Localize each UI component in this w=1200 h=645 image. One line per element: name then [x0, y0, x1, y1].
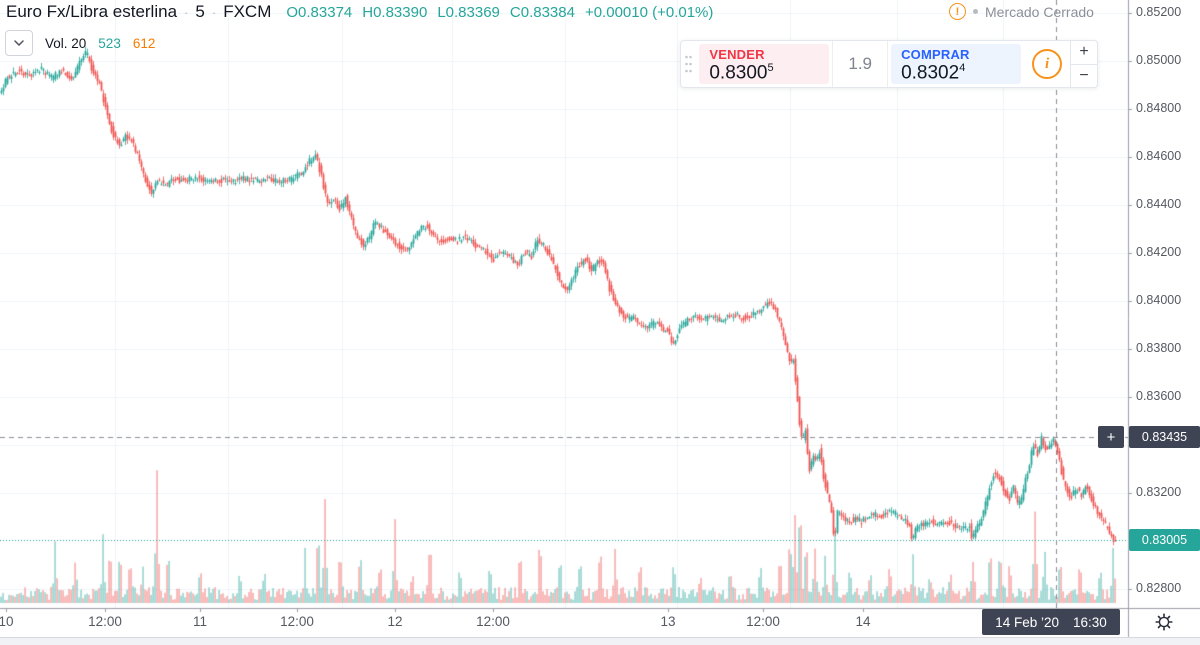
- symbol-header: Euro Fx/Libra esterlina · 5 · FXCM O0.83…: [6, 2, 713, 22]
- ohlc-low: L0.83369: [437, 3, 500, 21]
- time-axis[interactable]: 10 12:00 11 12:00 12 12:00 13 12:00 14 14 Feb ’2…: [0, 608, 1200, 637]
- info-glyph: i: [1044, 55, 1050, 72]
- time-tick-label: 12:00: [476, 614, 510, 629]
- market-status: ! Mercado Cerrado: [949, 3, 1094, 20]
- sell-label: VENDER: [709, 47, 765, 62]
- volume-indicator-label: Vol. 20: [45, 35, 87, 51]
- quantity-stepper: + −: [1070, 41, 1097, 87]
- drag-dots-icon: [685, 55, 692, 73]
- price-tick-label: 0.85000: [1136, 53, 1182, 67]
- price-tick-label: 0.83800: [1136, 341, 1182, 355]
- ohlc-values: O0.83374 H0.83390 L0.83369 C0.83384 +0.0…: [286, 4, 713, 21]
- gear-icon: [1155, 613, 1173, 631]
- axis-settings-button[interactable]: [1129, 609, 1199, 635]
- trade-panel: VENDER 0.83005 1.9 COMPRAR 0.83024 i + −: [680, 40, 1098, 88]
- price-tick-label: 0.83600: [1136, 389, 1182, 403]
- buy-price: 0.83024: [901, 62, 966, 84]
- crosshair-plus-button[interactable]: +: [1098, 426, 1124, 448]
- interval-label[interactable]: 5: [195, 2, 205, 21]
- ohlc-high: H0.83390: [362, 3, 428, 21]
- info-icon[interactable]: i: [1032, 49, 1063, 79]
- spread-value: 1.9: [832, 41, 889, 87]
- sell-price: 0.83005: [709, 62, 774, 84]
- time-tick-label: 12:00: [280, 614, 314, 629]
- drag-handle[interactable]: [681, 41, 696, 87]
- badge-time: 16:30: [1073, 614, 1107, 630]
- last-price-badge: 0.83005: [1129, 529, 1200, 551]
- volume-buy-value: 523: [98, 35, 121, 51]
- price-tick-label: 0.84600: [1136, 149, 1182, 163]
- status-dot-icon: [973, 9, 978, 14]
- alert-glyph: !: [955, 5, 960, 18]
- indicator-row: Vol. 20 523 612: [5, 30, 155, 56]
- price-tick-label: 0.84000: [1136, 293, 1182, 307]
- price-tick-label: 0.83200: [1136, 485, 1182, 499]
- time-tick-label: 12:00: [88, 614, 122, 629]
- buy-label: COMPRAR: [901, 47, 970, 62]
- time-tick-label: 12:00: [746, 614, 780, 629]
- price-tick-label: 0.84800: [1136, 101, 1182, 115]
- ohlc-close: C0.83384: [509, 3, 575, 21]
- time-tick-label: 11: [192, 614, 208, 629]
- price-tick-label: 0.85200: [1136, 5, 1182, 19]
- separator-dot: ·: [211, 4, 217, 20]
- increase-button[interactable]: +: [1071, 41, 1097, 65]
- exchange-label: FXCM: [223, 2, 272, 21]
- time-tick-label: 10: [0, 614, 14, 629]
- badge-date: 14 Feb ’20: [995, 614, 1059, 630]
- decrease-button[interactable]: −: [1079, 66, 1089, 84]
- collapse-indicators-button[interactable]: [5, 30, 33, 56]
- price-tick-label: 0.84200: [1136, 245, 1182, 259]
- market-status-text: Mercado Cerrado: [985, 3, 1094, 20]
- buy-button[interactable]: COMPRAR 0.83024: [891, 44, 1022, 84]
- price-tick-label: 0.84400: [1136, 197, 1182, 211]
- separator-dot: ·: [184, 4, 189, 20]
- symbol-title[interactable]: Euro Fx/Libra esterlina: [6, 2, 178, 21]
- volume-sell-value: 612: [132, 35, 156, 51]
- chevron-down-icon: [14, 40, 24, 46]
- crosshair-time-badge: 14 Feb ’20 16:30: [982, 609, 1120, 635]
- sell-button[interactable]: VENDER 0.83005: [699, 44, 830, 84]
- ohlc-change: +0.00010 (+0.01%): [584, 3, 714, 21]
- bottom-edge: [0, 637, 1200, 645]
- info-cell: i: [1024, 41, 1070, 87]
- time-tick-label: 13: [660, 614, 676, 629]
- time-tick-label: 12: [387, 614, 403, 629]
- alert-icon[interactable]: !: [949, 3, 966, 20]
- time-tick-label: 14: [855, 614, 871, 629]
- ohlc-open: O0.83374: [286, 3, 353, 21]
- price-axis[interactable]: 0.85200 0.85000 0.84800 0.84600 0.84400 0.842…: [1129, 0, 1200, 608]
- price-tick-label: 0.82800: [1136, 581, 1182, 595]
- crosshair-price-badge: 0.83435: [1129, 426, 1200, 448]
